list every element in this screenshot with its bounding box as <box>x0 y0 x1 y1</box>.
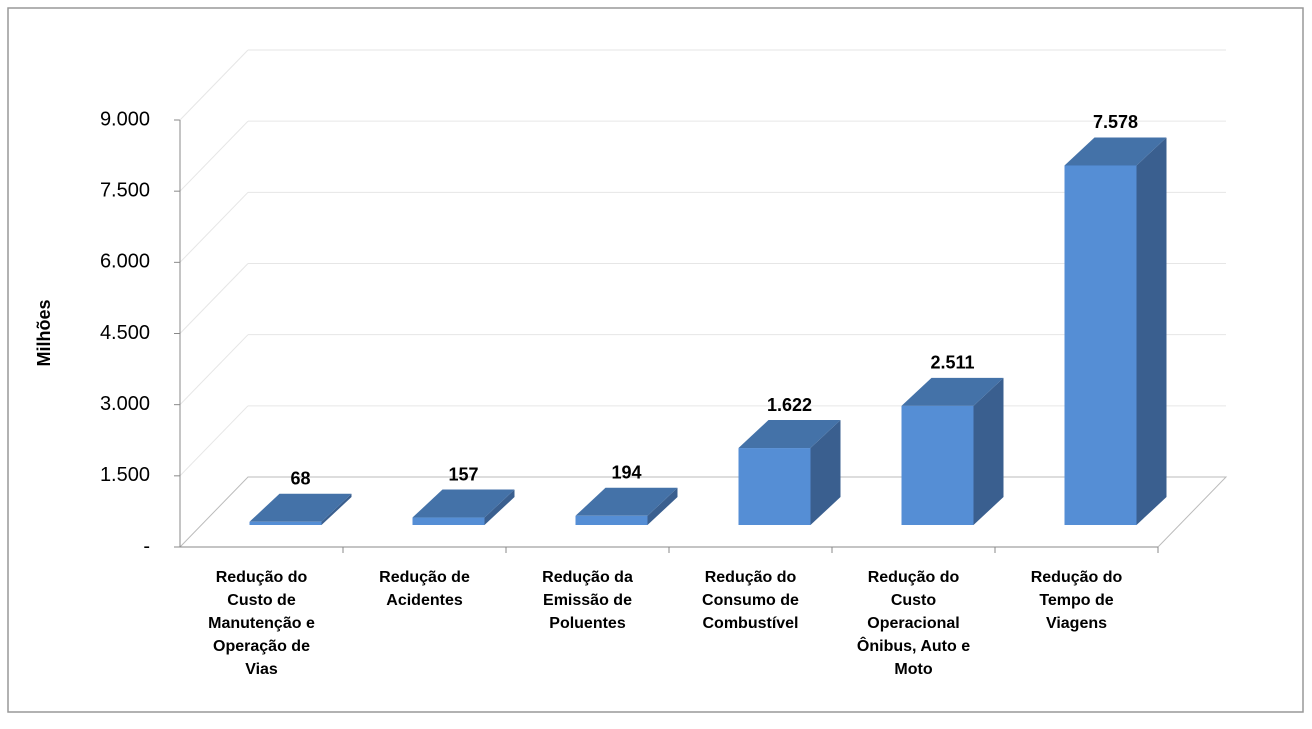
y-tick-label: 6.000 <box>100 251 150 273</box>
x-tick-label: Acidentes <box>386 592 463 609</box>
x-tick-label: Tempo de <box>1039 592 1113 609</box>
x-tick-label: Manutenção e <box>208 615 315 632</box>
bar-side <box>484 489 515 525</box>
x-tick-label: Emissão de <box>543 592 632 609</box>
x-tick-label: Moto <box>894 661 932 678</box>
y-tick-label: 1.500 <box>100 464 150 486</box>
bar-top <box>575 487 678 516</box>
y-tick-label: 4.500 <box>100 322 150 344</box>
y-tick-label: 3.000 <box>100 393 150 415</box>
value-label: 1.622 <box>767 395 812 415</box>
bar <box>575 515 648 525</box>
x-tick-label: Viagens <box>1046 615 1107 632</box>
value-label: 194 <box>611 463 641 483</box>
x-tick-label: Operacional <box>867 615 959 632</box>
bar-side <box>1136 137 1167 525</box>
x-tick-label: Operação de <box>213 638 310 655</box>
bar-top <box>901 377 1004 406</box>
value-label: 7.578 <box>1093 112 1138 132</box>
y-tick-label: 7.500 <box>100 179 150 201</box>
x-tick-label: Redução do <box>1031 569 1123 586</box>
grid-line <box>179 120 249 192</box>
x-tick-label: Combustível <box>702 615 798 632</box>
x-tick-label: Redução de <box>379 569 470 586</box>
bar-side <box>321 493 352 525</box>
bar-top <box>1064 137 1167 166</box>
x-tick-label: Redução do <box>868 569 960 586</box>
bar-side <box>973 377 1004 525</box>
bar <box>738 448 811 525</box>
x-tick-label: Custo <box>891 592 937 609</box>
grid-line <box>179 49 249 121</box>
x-tick-label: Redução da <box>542 569 633 586</box>
x-tick-label: Poluentes <box>549 615 626 632</box>
value-label: 68 <box>290 469 310 489</box>
x-tick-label: Redução do <box>216 569 308 586</box>
y-axis-label: Milhões <box>34 299 54 366</box>
y-tick-label: - <box>143 535 150 557</box>
bar <box>412 517 485 525</box>
bar-top <box>249 493 352 522</box>
bar-top <box>738 420 841 449</box>
bar <box>249 521 322 525</box>
x-tick-label: Redução do <box>705 569 797 586</box>
value-label: 157 <box>448 464 478 484</box>
bar-side <box>810 420 841 525</box>
grid-line <box>179 334 249 406</box>
x-tick-label: Ônibus, Auto e <box>857 636 970 655</box>
y-tick-label: 9.000 <box>100 108 150 130</box>
x-tick-label: Consumo de <box>702 592 799 609</box>
grid-line <box>179 263 249 334</box>
x-tick-label: Custo de <box>227 592 296 609</box>
grid-line <box>179 405 249 477</box>
bar <box>1064 165 1137 525</box>
bar-side <box>647 487 678 525</box>
value-label: 2.511 <box>930 353 974 373</box>
grid-line <box>179 191 249 263</box>
x-tick-label: Vias <box>245 661 278 678</box>
bar <box>901 405 974 525</box>
bar-top <box>412 489 515 518</box>
